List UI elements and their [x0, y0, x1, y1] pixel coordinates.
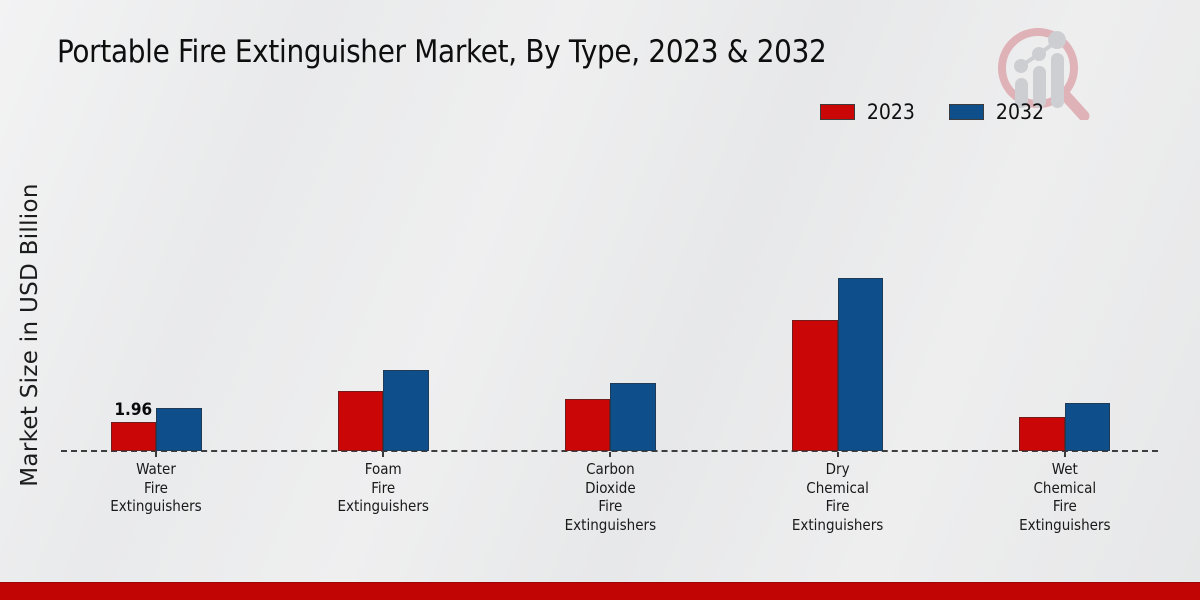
bar-2032-carbon: [610, 383, 656, 451]
x-tick: [382, 452, 385, 457]
logo-dot-2: [1032, 47, 1046, 61]
bar-value-label: 1.96: [114, 400, 153, 421]
legend-item-2032: 2032: [948, 100, 1044, 124]
brand-logo-magnifier-chart-icon: [998, 28, 1090, 120]
logo-bar-small: [1015, 78, 1028, 108]
category-label-carbon: Carbon Dioxide Fire Extinguishers: [564, 460, 657, 534]
x-tick: [1063, 452, 1066, 457]
legend-swatch-2032: [948, 104, 984, 120]
bottom-accent-bar: [0, 582, 1200, 600]
legend-label-2023: 2023: [866, 100, 915, 124]
x-axis-baseline: [61, 450, 1158, 452]
x-tick: [155, 452, 157, 457]
bar-2023-dry: [792, 319, 838, 451]
trend-line: [1019, 39, 1059, 68]
bar-2023-carbon: [564, 399, 611, 451]
x-tick: [609, 452, 612, 457]
logo-dot-3: [1048, 31, 1066, 49]
legend-label-2032: 2032: [995, 100, 1044, 124]
category-label-foam: Foam Fire Extinguishers: [337, 460, 429, 515]
logo-bar-large: [1051, 53, 1064, 108]
bar-2023-foam: [337, 390, 384, 451]
chart-title: Portable Fire Extinguisher Market, By Ty…: [57, 34, 827, 70]
bar-2023-wet: [1019, 417, 1065, 451]
legend-item-2023: 2023: [819, 100, 915, 124]
logo-bar-medium: [1033, 66, 1046, 108]
bar-2032-wet: [1064, 403, 1111, 451]
bar-2023-water: [110, 422, 156, 451]
x-tick: [836, 452, 839, 457]
category-label-dry: Dry Chemical Fire Extinguishers: [791, 460, 884, 534]
category-label-water: Water Fire Extinguishers: [110, 460, 202, 515]
bar-2032-foam: [383, 370, 429, 451]
category-label-wet: Wet Chemical Fire Extinguishers: [1019, 460, 1111, 534]
logo-dot-1: [1014, 59, 1028, 73]
bar-2032-water: [156, 408, 202, 451]
magnifier-handle: [1059, 89, 1090, 120]
legend: 2023 2032: [819, 100, 1044, 124]
legend-swatch-2023: [819, 104, 855, 120]
bar-2032-dry: [837, 278, 884, 451]
magnifier-ring: [998, 28, 1078, 108]
